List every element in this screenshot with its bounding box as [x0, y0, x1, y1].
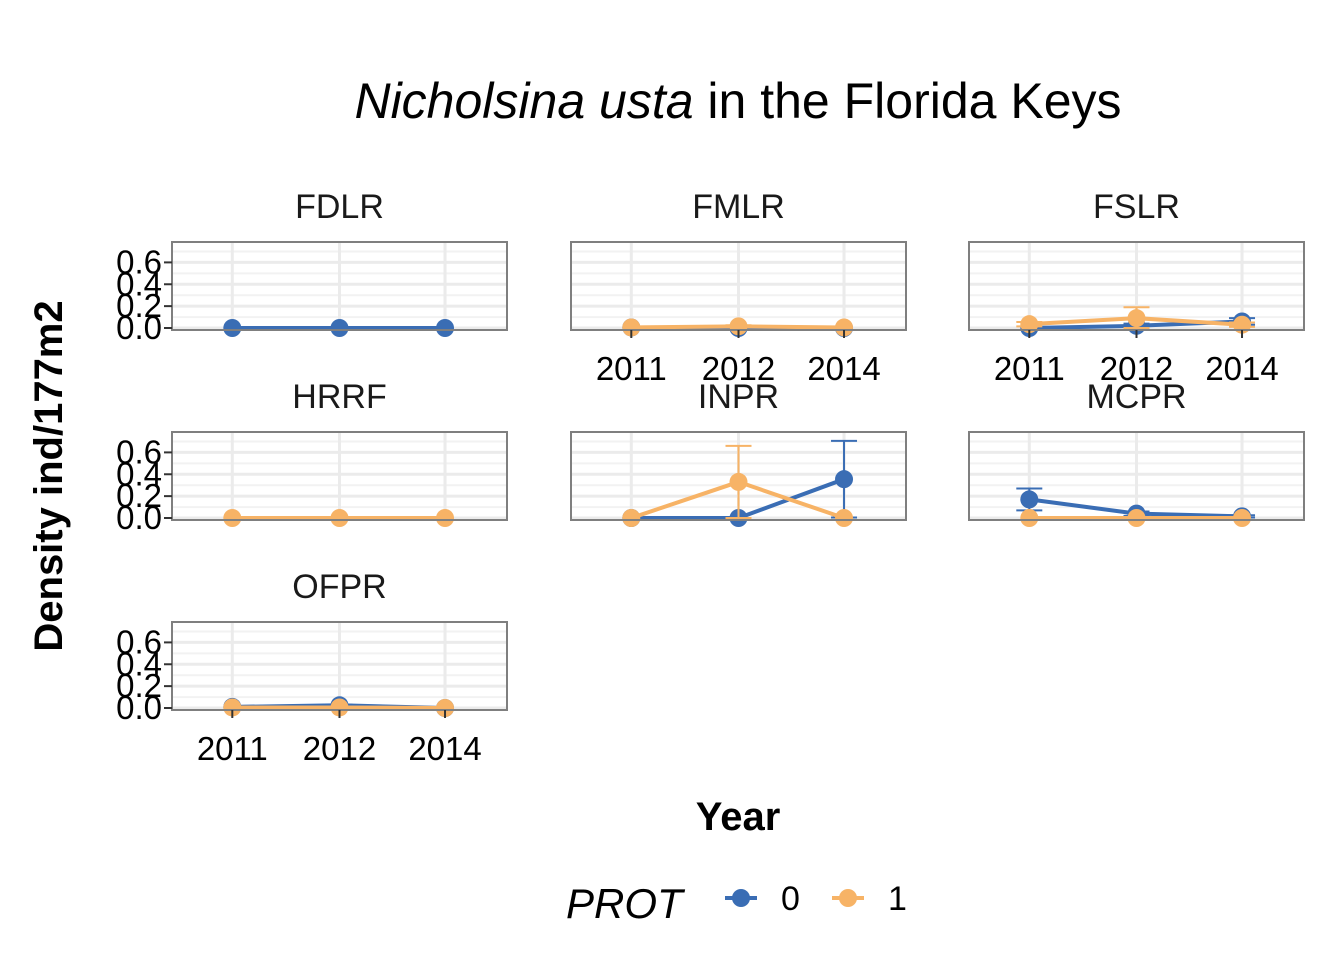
y-tick-label: 0.6 — [116, 433, 162, 470]
y-tick-label: 0.4 — [116, 265, 162, 302]
strip-label-ofpr: OFPR — [292, 568, 386, 606]
data-point-prot-1 — [622, 509, 641, 527]
x-tick-label: 2011 — [596, 350, 667, 387]
panel-border — [570, 431, 907, 521]
x-tick-label: 2011 — [994, 350, 1065, 387]
data-point-prot-1 — [223, 509, 242, 527]
panel-border — [171, 431, 508, 521]
panel-ofpr: OFPR 0.00.20.40.6 2011 2012 2014 — [116, 568, 508, 767]
legend-label-1: 1 — [888, 880, 907, 918]
y-tick-label: 0.0 — [116, 499, 162, 536]
data-point-prot-0 — [223, 319, 242, 337]
chart-title-rest: in the Florida Keys — [694, 73, 1122, 129]
x-tick-label: 2014 — [807, 350, 880, 387]
y-tick-label: 0.6 — [116, 243, 162, 280]
x-tick-label: 2012 — [1100, 350, 1173, 387]
data-point-prot-1 — [1020, 509, 1039, 527]
data-point-prot-0 — [835, 470, 854, 489]
strip-label-fmlr: FMLR — [692, 188, 785, 226]
data-point-prot-0 — [330, 319, 349, 337]
data-point-prot-1 — [1020, 315, 1039, 334]
panel-mcpr: MCPR — [968, 378, 1305, 527]
strip-label-fdlr: FDLR — [295, 188, 384, 226]
data-point-prot-1 — [1127, 509, 1146, 527]
panel-border — [171, 241, 508, 331]
y-tick-label: 0.4 — [116, 455, 162, 492]
y-tick-label: 0.6 — [116, 623, 162, 660]
y-tick-label: 0.0 — [116, 689, 162, 726]
data-point-prot-1 — [330, 509, 349, 527]
data-point-prot-1 — [729, 472, 748, 491]
data-point-prot-0 — [1020, 490, 1039, 509]
chart-title-italic: Nicholsina usta — [354, 73, 693, 129]
y-tick-label: 0.4 — [116, 645, 162, 682]
data-point-prot-1 — [835, 318, 854, 337]
x-tick-label: 2012 — [303, 730, 376, 767]
data-point-prot-0 — [436, 319, 455, 337]
panel-fslr: FSLR 2011 2012 2014 — [968, 188, 1305, 387]
panel-inpr: INPR — [570, 378, 907, 527]
data-point-prot-1 — [223, 698, 242, 717]
y-tick-label: 0.2 — [116, 667, 162, 704]
x-tick-label: 2011 — [197, 730, 268, 767]
panel-border — [968, 431, 1305, 521]
x-tick-label: 2014 — [1205, 350, 1278, 387]
x-tick-label: 2014 — [408, 730, 481, 767]
legend: PROT 0 1 — [566, 880, 907, 927]
data-point-prot-1 — [835, 509, 854, 527]
panel-fdlr: FDLR 0.00.20.40.6 — [116, 188, 508, 346]
data-point-prot-1 — [622, 318, 641, 337]
chart-title: Nicholsina usta in the Florida Keys — [354, 73, 1121, 129]
data-point-prot-1 — [330, 698, 349, 717]
data-point-prot-1 — [1127, 309, 1146, 328]
x-axis-title: Year — [696, 795, 781, 839]
y-tick-label: 0.2 — [116, 287, 162, 324]
panel-hrrf: HRRF 0.00.20.40.6 — [116, 378, 508, 536]
y-tick-label: 0.2 — [116, 477, 162, 514]
x-tick-label: 2012 — [702, 350, 775, 387]
legend-title: PROT — [566, 880, 686, 927]
legend-key-point-1 — [839, 889, 857, 907]
strip-label-hrrf: HRRF — [292, 378, 386, 416]
data-point-prot-1 — [436, 509, 455, 527]
y-tick-label: 0.0 — [116, 309, 162, 346]
data-point-prot-1 — [436, 699, 455, 717]
legend-label-0: 0 — [781, 880, 800, 918]
strip-label-inpr: INPR — [698, 378, 779, 416]
strip-label-mcpr: MCPR — [1086, 378, 1186, 416]
panel-fmlr: FMLR 2011 2012 2014 — [570, 188, 907, 387]
data-point-prot-1 — [1233, 509, 1252, 527]
y-axis-title: Density ind/177m2 — [27, 300, 71, 651]
strip-label-fslr: FSLR — [1093, 188, 1180, 226]
legend-key-point-0 — [732, 889, 750, 907]
